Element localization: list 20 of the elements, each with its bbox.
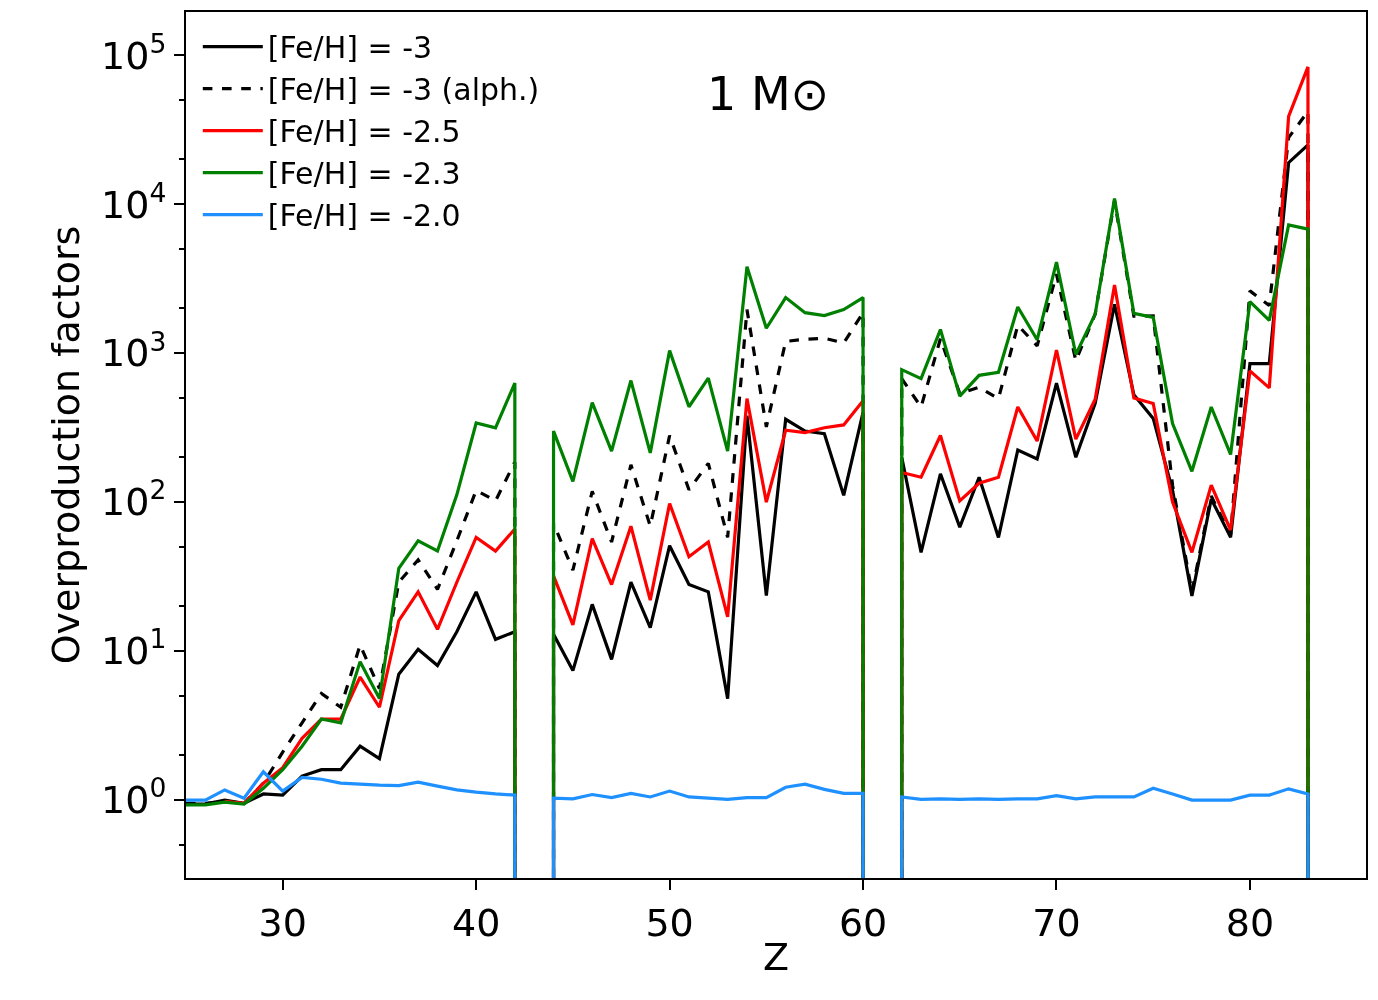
y-tick-label: 10$^{1}$ <box>101 623 167 674</box>
y-tick-label: 10$^{5}$ <box>101 27 167 78</box>
x-tick-label: 80 <box>1225 900 1275 945</box>
legend-label: [Fe/H] = -2.0 <box>267 198 461 234</box>
legend-label: [Fe/H] = -2.3 <box>267 156 461 192</box>
legend-label: [Fe/H] = -2.5 <box>267 114 461 150</box>
legend-label: [Fe/H] = -3 (alph.) <box>267 72 540 108</box>
x-axis-title: Z <box>762 935 790 980</box>
annotation: 1 M⊙ <box>707 67 830 121</box>
y-tick-label: 10$^{0}$ <box>101 772 167 823</box>
legend-label: [Fe/H] = -3 <box>267 30 433 66</box>
x-tick-label: 30 <box>258 900 307 945</box>
x-tick-label: 60 <box>838 900 888 945</box>
x-tick-label: 40 <box>451 900 501 945</box>
y-tick-label: 10$^{4}$ <box>101 176 167 227</box>
y-tick-label: 10$^{3}$ <box>101 325 167 376</box>
y-axis-title: Overproduction factors <box>43 225 88 665</box>
x-tick-label: 70 <box>1032 900 1081 945</box>
y-tick-label: 10$^{2}$ <box>101 474 167 525</box>
x-tick-label: 50 <box>645 900 694 945</box>
